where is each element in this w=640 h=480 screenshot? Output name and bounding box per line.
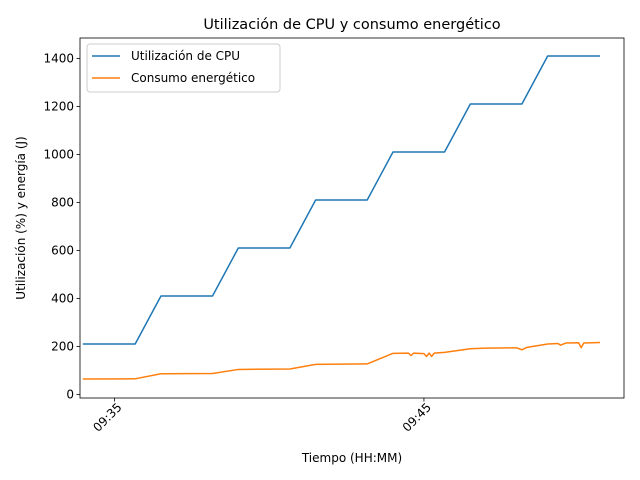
y-axis-label: Utilización (%) y energía (J) xyxy=(14,136,28,299)
y-tick-label: 200 xyxy=(51,339,74,353)
series-line-cpu xyxy=(82,55,600,345)
y-tick-label: 1400 xyxy=(43,51,74,65)
y-tick-label: 400 xyxy=(51,291,74,305)
chart-title: Utilización de CPU y consumo energético xyxy=(203,17,500,33)
legend-label: Utilización de CPU xyxy=(131,49,240,63)
legend-label: Consumo energético xyxy=(131,71,255,85)
y-tick-label: 800 xyxy=(51,195,74,209)
y-tick-label: 0 xyxy=(66,387,74,401)
series-layer xyxy=(82,55,601,380)
plot-frame xyxy=(79,37,625,399)
y-tick-label: 600 xyxy=(51,243,74,257)
series-line-energy xyxy=(82,341,601,380)
plot-area xyxy=(80,38,624,398)
legend-frame xyxy=(86,43,281,93)
y-tick-label: 1000 xyxy=(43,147,74,161)
legend: Utilización de CPU Consumo energético xyxy=(86,43,281,93)
y-tick-label: 1200 xyxy=(43,99,74,113)
y-axis: 0 200 400 600 800 1000 1200 1400 xyxy=(43,51,80,401)
plot-background xyxy=(80,38,624,398)
x-axis-label: Tiempo (HH:MM) xyxy=(301,451,402,465)
